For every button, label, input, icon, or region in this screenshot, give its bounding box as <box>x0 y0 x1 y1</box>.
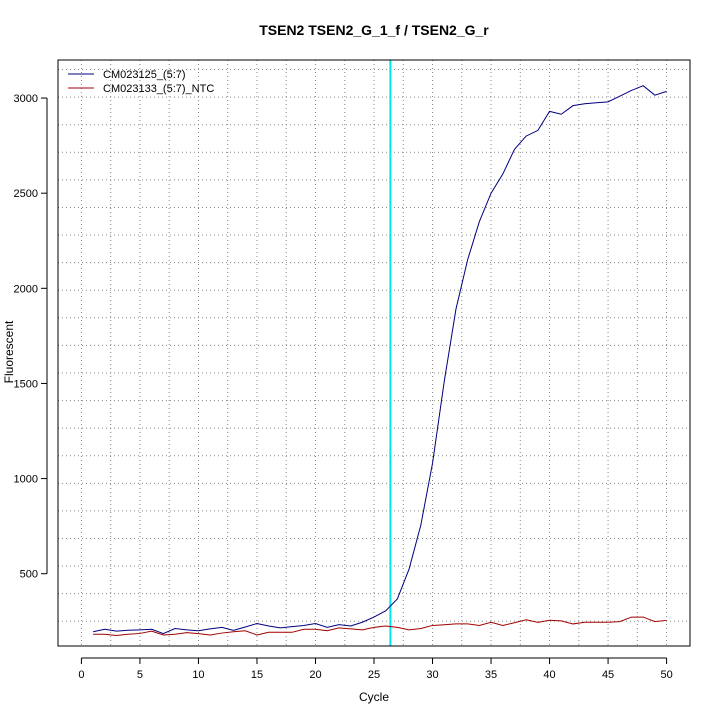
y-tick-label: 500 <box>20 569 38 581</box>
y-tick-label: 2000 <box>14 283 38 295</box>
series-layer <box>93 85 667 637</box>
y-axis: 500 1000 1500 2000 2500 3000 <box>14 93 48 581</box>
y-tick-label: 2500 <box>14 188 38 200</box>
legend-label: CM023133_(5:7)_NTC <box>103 83 214 95</box>
legend-label: CM023125_(5:7) <box>103 69 186 81</box>
x-tick-label: 30 <box>426 669 438 681</box>
chart-title: TSEN2 TSEN2_G_1_f / TSEN2_G_r <box>259 22 489 38</box>
y-tick-label: 3000 <box>14 93 38 105</box>
x-tick-label: 15 <box>251 669 263 681</box>
series-line-1 <box>93 85 667 635</box>
grid <box>58 60 690 646</box>
legend: CM023125_(5:7) CM023133_(5:7)_NTC <box>68 69 214 95</box>
x-tick-label: 25 <box>368 669 380 681</box>
plot-frame <box>57 59 691 647</box>
x-tick-label: 35 <box>485 669 497 681</box>
series-line-2 <box>93 616 667 637</box>
y-axis-label: Fluorescent <box>2 320 16 383</box>
x-tick-label: 5 <box>137 669 143 681</box>
x-axis: 0 5 10 15 20 25 30 35 40 45 50 <box>78 657 673 681</box>
x-tick-label: 20 <box>309 669 321 681</box>
x-axis-label: Cycle <box>359 690 389 704</box>
y-tick-label: 1000 <box>14 474 38 486</box>
x-tick-label: 10 <box>192 669 204 681</box>
x-tick-label: 45 <box>602 669 614 681</box>
y-tick-label: 1500 <box>14 378 38 390</box>
x-tick-label: 0 <box>78 669 84 681</box>
x-tick-label: 50 <box>660 669 672 681</box>
x-tick-label: 40 <box>543 669 555 681</box>
